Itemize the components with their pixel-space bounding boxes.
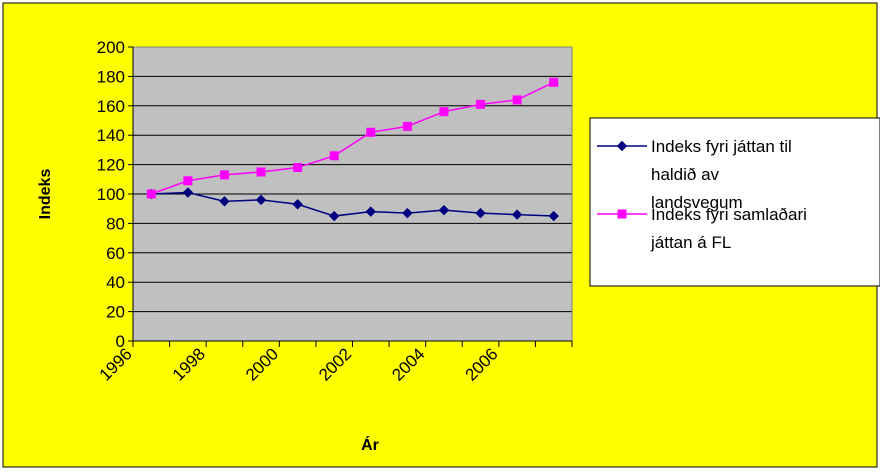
data-point bbox=[184, 177, 192, 185]
data-point bbox=[257, 168, 265, 176]
legend-label: Indeks fyri samlaðari bbox=[651, 205, 807, 224]
y-axis-label: Indeks bbox=[37, 169, 54, 220]
y-tick-label: 140 bbox=[97, 126, 125, 145]
data-point bbox=[330, 152, 338, 160]
data-point bbox=[220, 171, 228, 179]
data-point bbox=[477, 100, 485, 108]
legend-label: Indeks fyri játtan til bbox=[651, 137, 792, 156]
y-tick-label: 20 bbox=[106, 303, 125, 322]
data-point bbox=[403, 122, 411, 130]
legend-marker bbox=[618, 210, 626, 218]
y-tick-label: 100 bbox=[97, 185, 125, 204]
y-tick-label: 60 bbox=[106, 244, 125, 263]
y-tick-label: 120 bbox=[97, 156, 125, 175]
y-tick-label: 80 bbox=[106, 214, 125, 233]
y-tick-label: 40 bbox=[106, 273, 125, 292]
data-point bbox=[147, 190, 155, 198]
y-tick-label: 180 bbox=[97, 67, 125, 86]
y-tick-label: 200 bbox=[97, 38, 125, 57]
y-tick-label: 160 bbox=[97, 97, 125, 116]
legend-label: haldið av bbox=[651, 165, 720, 184]
data-point bbox=[367, 128, 375, 136]
data-point bbox=[513, 96, 521, 104]
data-point bbox=[294, 164, 302, 172]
x-axis-label: Ár bbox=[361, 435, 379, 454]
data-point bbox=[550, 78, 558, 86]
data-point bbox=[440, 108, 448, 116]
legend-label: játtan á FL bbox=[650, 233, 731, 252]
